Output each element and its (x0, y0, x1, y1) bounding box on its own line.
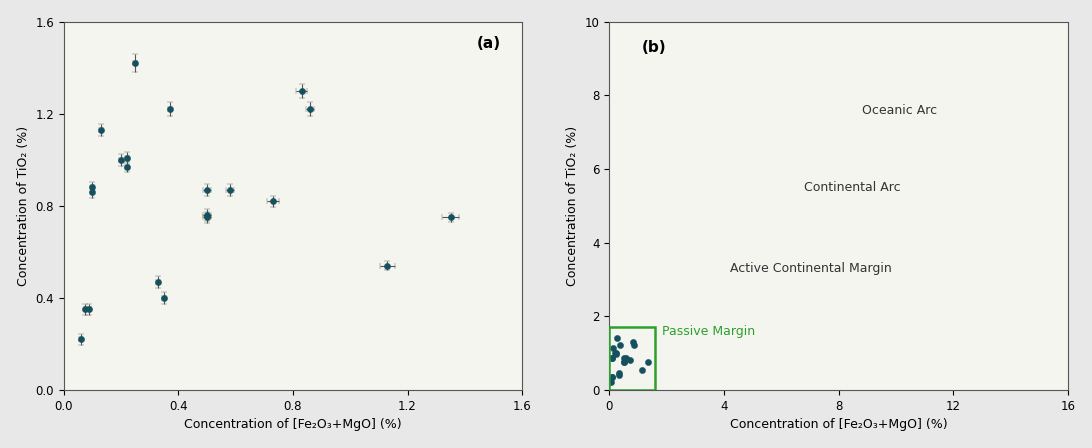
X-axis label: Concentration of [Fe₂O₃+MgO] (%): Concentration of [Fe₂O₃+MgO] (%) (185, 418, 402, 431)
Text: Continental Arc: Continental Arc (804, 181, 901, 194)
Text: (b): (b) (641, 40, 666, 55)
Y-axis label: Concentration of TiO₂ (%): Concentration of TiO₂ (%) (16, 126, 29, 286)
X-axis label: Concentration of [Fe₂O₃+MgO] (%): Concentration of [Fe₂O₃+MgO] (%) (729, 418, 948, 431)
Text: (a): (a) (476, 36, 500, 52)
Text: Active Continental Margin: Active Continental Margin (729, 262, 891, 275)
Text: Passive Margin: Passive Margin (663, 325, 756, 338)
Text: Oceanic Arc: Oceanic Arc (862, 103, 937, 116)
Bar (609, 327, 655, 390)
Y-axis label: Concentration of TiO₂ (%): Concentration of TiO₂ (%) (567, 126, 579, 286)
